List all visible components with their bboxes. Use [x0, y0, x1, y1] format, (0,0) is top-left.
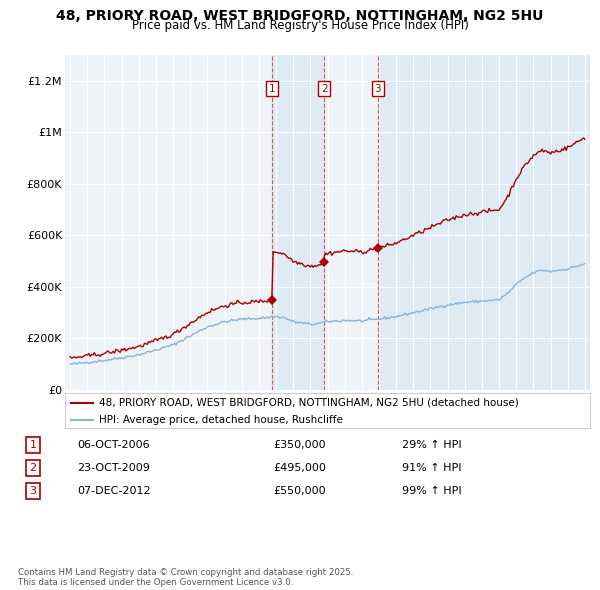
Text: 07-DEC-2012: 07-DEC-2012 [77, 486, 151, 496]
Text: 91% ↑ HPI: 91% ↑ HPI [402, 463, 462, 473]
Text: £350,000: £350,000 [274, 440, 326, 450]
Text: 48, PRIORY ROAD, WEST BRIDGFORD, NOTTINGHAM, NG2 5HU: 48, PRIORY ROAD, WEST BRIDGFORD, NOTTING… [56, 9, 544, 23]
Text: 48, PRIORY ROAD, WEST BRIDGFORD, NOTTINGHAM, NG2 5HU (detached house): 48, PRIORY ROAD, WEST BRIDGFORD, NOTTING… [99, 398, 519, 408]
Text: 06-OCT-2006: 06-OCT-2006 [77, 440, 151, 450]
Text: £495,000: £495,000 [274, 463, 326, 473]
Text: 99% ↑ HPI: 99% ↑ HPI [402, 486, 462, 496]
Text: 29% ↑ HPI: 29% ↑ HPI [402, 440, 462, 450]
Text: 1: 1 [268, 84, 275, 93]
Text: 2: 2 [321, 84, 328, 93]
Bar [272, 55, 324, 390]
Text: 3: 3 [374, 84, 381, 93]
Text: HPI: Average price, detached house, Rushcliffe: HPI: Average price, detached house, Rush… [99, 415, 343, 425]
Text: 2: 2 [29, 463, 37, 473]
Text: 3: 3 [29, 486, 37, 496]
Text: 1: 1 [29, 440, 37, 450]
Text: £550,000: £550,000 [274, 486, 326, 496]
Text: Price paid vs. HM Land Registry's House Price Index (HPI): Price paid vs. HM Land Registry's House … [131, 19, 469, 32]
Text: 23-OCT-2009: 23-OCT-2009 [77, 463, 151, 473]
Bar [377, 55, 590, 390]
Text: Contains HM Land Registry data © Crown copyright and database right 2025.
This d: Contains HM Land Registry data © Crown c… [18, 568, 353, 587]
